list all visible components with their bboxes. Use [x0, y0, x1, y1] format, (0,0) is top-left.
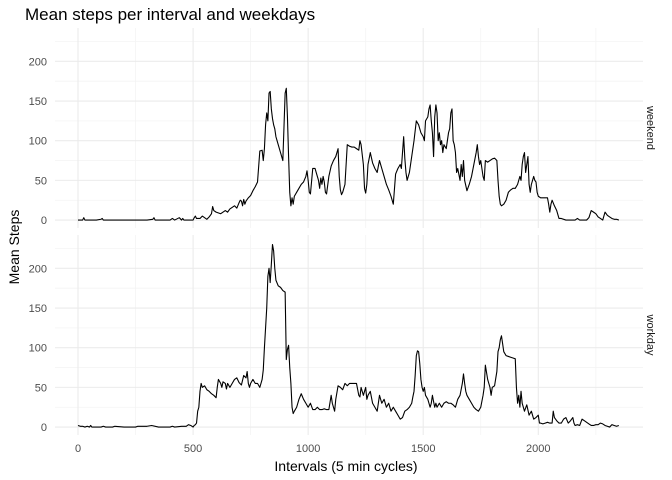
facet-panel-weekend — [55, 28, 643, 228]
x-tick-label: 2000 — [526, 443, 550, 455]
y-axis-tick-labels: 0 50 100 150 200 0 50 100 150 200 — [29, 56, 47, 434]
y-tick-label: 100 — [29, 343, 47, 355]
y-tick-label: 50 — [35, 382, 47, 394]
y-tick-label: 200 — [29, 56, 47, 68]
x-axis-title: Intervals (5 min cycles) — [274, 458, 417, 474]
x-tick-label: 1000 — [296, 443, 320, 455]
y-tick-label: 0 — [41, 422, 47, 434]
y-tick-label: 50 — [35, 175, 47, 187]
x-axis-tick-labels: 0 500 1000 1500 2000 — [75, 443, 551, 455]
facet-panels — [55, 28, 643, 435]
y-tick-label: 0 — [41, 215, 47, 227]
y-tick-label: 150 — [29, 303, 47, 315]
x-tick-label: 500 — [184, 443, 202, 455]
y-tick-label: 100 — [29, 136, 47, 148]
facet-panel-workday — [55, 235, 643, 435]
series-line-workday — [77, 243, 620, 428]
y-axis-title: Mean Steps — [6, 210, 22, 285]
x-tick-label: 0 — [75, 443, 81, 455]
y-tick-label: 200 — [29, 263, 47, 275]
series-line-weekend — [78, 87, 620, 221]
x-tick-label: 1500 — [411, 443, 435, 455]
facet-strip-labels: weekend workday — [644, 105, 656, 356]
facet-strip-weekend: weekend — [644, 105, 656, 150]
y-tick-label: 150 — [29, 96, 47, 108]
facet-strip-workday: workday — [644, 314, 656, 356]
chart-title: Mean steps per interval and weekdays — [25, 5, 315, 24]
